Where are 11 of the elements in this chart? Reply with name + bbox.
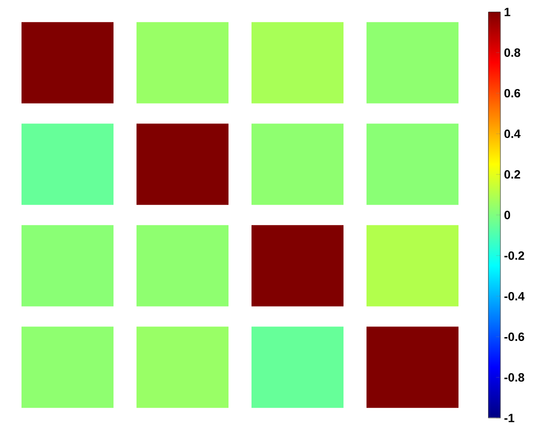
color-bar-label: 0.8 <box>504 48 520 57</box>
color-bar-label: 0.6 <box>504 88 520 98</box>
color-bar-label: 0.4 <box>504 130 521 138</box>
color-bar-label: 0.2 <box>504 170 520 179</box>
color-bar-label: -0.4 <box>504 292 525 300</box>
color-bar-label: -1 <box>504 414 514 422</box>
color-bar-label: 1 <box>504 8 510 16</box>
color-bar-label: -0.8 <box>504 373 524 382</box>
color-bar-label: -0.2 <box>504 251 524 260</box>
color-bar-label: -0.6 <box>504 332 524 342</box>
color-bar-label: 0 <box>504 210 510 220</box>
